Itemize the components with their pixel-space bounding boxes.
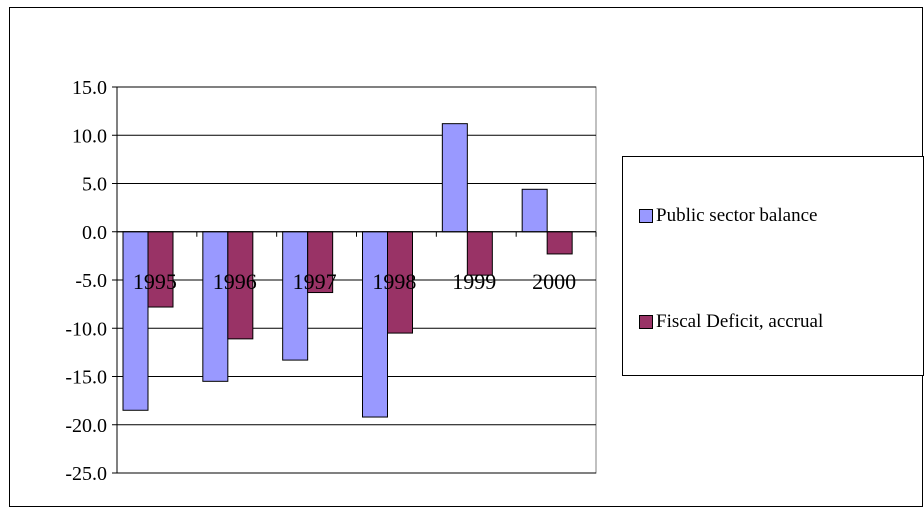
y-tick-label: -15.0 <box>65 367 107 389</box>
x-tick-label: 1998 <box>372 269 416 294</box>
x-tick-label: 1996 <box>213 269 257 294</box>
bar-fiscal-deficit-1996 <box>227 231 254 340</box>
bar-public-sector-balance-2000 <box>521 188 548 233</box>
legend-item-public-sector-balance: Public sector balance <box>639 205 817 227</box>
y-tick-label: -5.0 <box>75 270 107 292</box>
bar-fiscal-deficit-1997 <box>307 231 334 294</box>
y-tick-label: -20.0 <box>65 415 107 437</box>
x-tick-label: 2000 <box>532 269 576 294</box>
y-tick-label: 10.0 <box>72 125 107 147</box>
x-tick-label: 1997 <box>293 269 337 294</box>
legend-swatch-public-sector-balance <box>639 209 653 223</box>
labels: 15.0 10.0 5.0 0.0 -5.0 -10.0 -15.0 -20.0 -25.0 19… <box>65 77 576 485</box>
legend-item-fiscal-deficit: Fiscal Deficit, accrual <box>639 311 823 333</box>
y-tick-label: -10.0 <box>65 318 107 340</box>
bar-public-sector-balance-1999 <box>441 123 468 233</box>
legend: Public sector balance Fiscal Deficit, ac… <box>622 156 924 376</box>
legend-label-fiscal-deficit: Fiscal Deficit, accrual <box>656 311 824 332</box>
y-tick-label: 5.0 <box>82 174 107 196</box>
gridlines <box>116 86 597 474</box>
bar-public-sector-balance-1996 <box>202 231 229 382</box>
bar-fiscal-deficit-2000 <box>546 231 573 255</box>
y-tick-label: 0.0 <box>82 222 107 244</box>
axes <box>112 86 597 474</box>
x-tick-label: 1999 <box>452 269 496 294</box>
legend-swatch-fiscal-deficit <box>639 315 653 329</box>
bars <box>122 123 573 418</box>
bar-fiscal-deficit-1998 <box>387 231 413 334</box>
bar-public-sector-balance-1995 <box>122 231 149 411</box>
legend-label-public-sector-balance: Public sector balance <box>656 205 818 226</box>
bar-public-sector-balance-1997 <box>282 231 309 361</box>
bar-public-sector-balance-1998 <box>362 231 388 418</box>
y-tick-label: -25.0 <box>65 463 107 485</box>
x-tick-label: 1995 <box>133 269 177 294</box>
y-tick-label: 15.0 <box>72 77 107 99</box>
